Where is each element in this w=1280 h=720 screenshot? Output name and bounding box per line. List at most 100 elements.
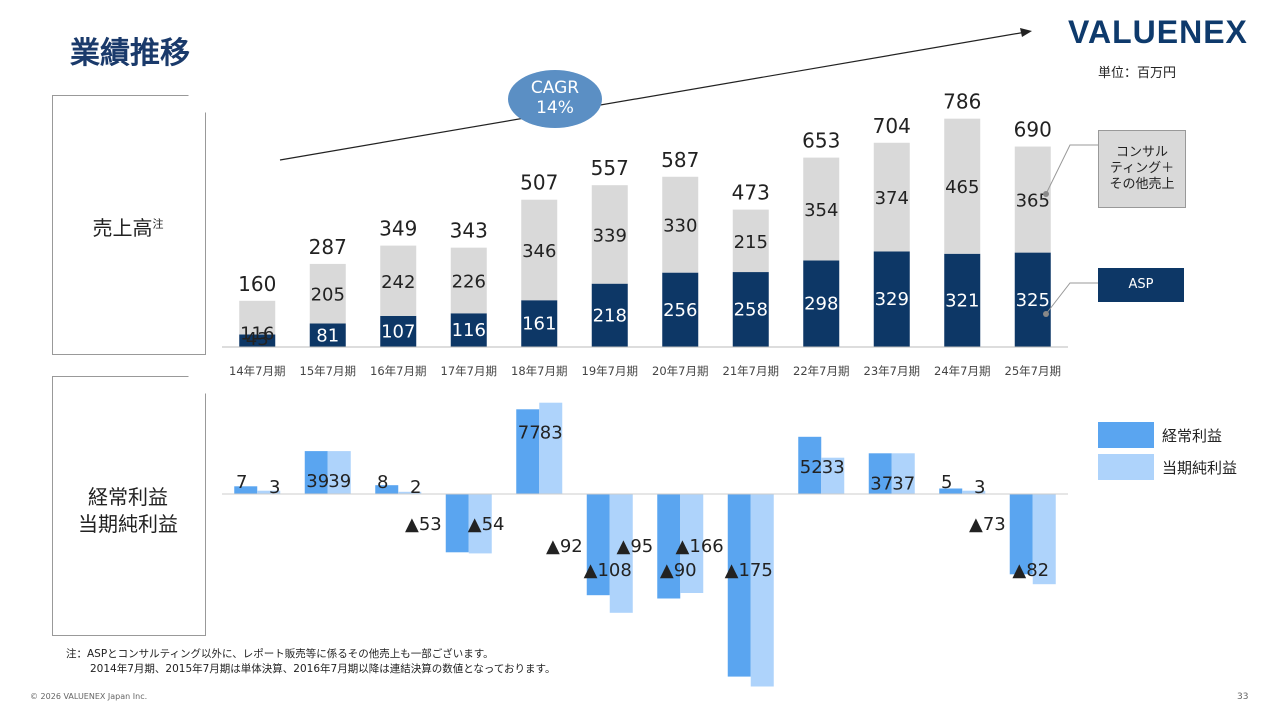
ordinary-value-label: 77	[518, 423, 541, 444]
unit-label: 単位：百万円	[1098, 66, 1177, 81]
consulting-value-label: 339	[593, 225, 627, 246]
consulting-bar	[662, 176, 699, 273]
net-value-label: 37	[892, 473, 915, 494]
category-tick-label: 22年7月期	[793, 364, 849, 378]
asp-bar	[732, 272, 769, 347]
net-value-label: 3	[269, 477, 280, 498]
asp-bar	[662, 272, 699, 347]
asp-value-label: 81	[316, 325, 339, 346]
category-tick-label: 21年7月期	[723, 364, 779, 378]
legend-ordinary-text: 経常利益	[1162, 426, 1223, 445]
category-tick-label: 18年7月期	[511, 364, 567, 378]
net-value-label: ▲90	[660, 560, 697, 581]
category-tick-label: 23年7月期	[864, 364, 920, 378]
ordinary-profit-bar	[375, 485, 399, 494]
legend-asp: ASP	[1098, 268, 1184, 302]
consulting-value-label: 374	[875, 188, 909, 209]
asp-value-label: 329	[875, 289, 909, 310]
consulting-bar	[944, 118, 981, 254]
ordinary-value-label: ▲73	[969, 514, 1006, 535]
total-value-label: 287	[309, 235, 347, 259]
net-value-label: ▲54	[468, 514, 505, 535]
asp-value-label: 107	[381, 321, 415, 342]
ordinary-profit-bar	[868, 453, 892, 494]
total-value-label: 704	[873, 114, 911, 138]
total-value-label: 587	[661, 148, 699, 172]
growth-arrow-head	[1020, 28, 1032, 37]
legend-consulting: コンサル ティング＋ その他売上	[1098, 130, 1186, 208]
revenue-note-mark: 注	[152, 217, 164, 231]
cagr-bubble: CAGR 14%	[508, 70, 602, 128]
asp-leader-line	[1045, 282, 1098, 315]
category-tick-label: 19年7月期	[582, 364, 638, 378]
cagr-value: 14%	[536, 98, 574, 118]
asp-bar	[1014, 252, 1051, 347]
company-logo: VALUENEX	[1068, 14, 1248, 50]
net-profit-bar	[398, 491, 422, 494]
category-tick-label: 25年7月期	[1005, 364, 1061, 378]
ordinary-profit-bar	[234, 486, 258, 494]
profit-label-line1: 経常利益	[88, 485, 168, 509]
consulting-bar	[521, 199, 558, 301]
consulting-bar	[309, 263, 346, 324]
consulting-bar	[239, 300, 276, 335]
asp-value-label: 325	[1016, 290, 1050, 311]
asp-bar	[239, 334, 276, 347]
profit-section-label: 経常利益 当期純利益	[52, 484, 204, 538]
legend-net-profit: 当期純利益	[1098, 454, 1237, 480]
ordinary-profit-bar	[798, 436, 822, 494]
net-profit-bar	[750, 494, 774, 687]
growth-arrow-line	[279, 31, 1027, 161]
consulting-bar	[873, 142, 910, 252]
net-value-label: 39	[328, 471, 351, 492]
asp-bar	[309, 323, 346, 347]
footnote-line2: 2014年7月期、2015年7月期は単体決算、2016年7月期以降は連結決算の数…	[90, 663, 556, 676]
profit-label-line2: 当期純利益	[78, 512, 178, 536]
consulting-bar	[1014, 146, 1051, 253]
total-value-label: 653	[802, 129, 840, 153]
ordinary-profit-bar	[304, 451, 328, 494]
asp-bar	[450, 313, 487, 347]
category-tick-label: 20年7月期	[652, 364, 708, 378]
consulting-bar	[732, 209, 769, 273]
net-profit-bar	[327, 451, 351, 494]
net-value-label: ▲108	[584, 560, 632, 581]
consulting-value-label: 365	[1016, 191, 1050, 212]
asp-value-label: 116	[452, 320, 486, 341]
ordinary-value-label: ▲53	[405, 514, 442, 535]
asp-value-label: 321	[945, 290, 979, 311]
ordinary-value-label: ▲95	[617, 536, 654, 557]
asp-value-label: 256	[663, 300, 697, 321]
consulting-bar	[450, 247, 487, 314]
revenue-section-box	[52, 95, 206, 355]
net-profit-bar	[891, 453, 915, 494]
ordinary-value-label: ▲92	[546, 536, 583, 557]
category-tick-label: 14年7月期	[229, 364, 285, 378]
consulting-value-label: 226	[452, 271, 486, 292]
net-profit-bar	[609, 494, 633, 613]
category-tick-label: 15年7月期	[300, 364, 356, 378]
cagr-label: CAGR	[530, 78, 580, 99]
category-tick-label: 16年7月期	[370, 364, 426, 378]
asp-bar	[944, 253, 981, 347]
consulting-leader-line	[1045, 144, 1098, 195]
consulting-value-label: 330	[663, 216, 697, 237]
ordinary-value-label: 7	[236, 472, 247, 493]
consulting-value-label: 215	[734, 232, 768, 253]
asp-value-label: 43	[246, 329, 269, 350]
ordinary-value-label: ▲166	[676, 536, 724, 557]
total-value-label: 786	[943, 90, 981, 114]
consulting-bar	[591, 185, 628, 284]
asp-value-label: 298	[804, 294, 838, 315]
ordinary-profit-bar	[1009, 494, 1033, 575]
net-value-label: 3	[974, 477, 985, 498]
asp-value-label: 161	[522, 314, 556, 335]
ordinary-value-label: 5	[941, 472, 952, 493]
copyright: © 2026 VALUENEX Japan Inc.	[30, 692, 148, 701]
total-value-label: 343	[450, 219, 488, 243]
net-profit-bar	[821, 457, 845, 494]
footnote-line1: 注：ASPとコンサルティング以外に、レポート販売等に係るその他売上も一部ございま…	[66, 648, 494, 660]
total-value-label: 349	[379, 217, 417, 241]
consulting-value-label: 346	[522, 241, 556, 262]
